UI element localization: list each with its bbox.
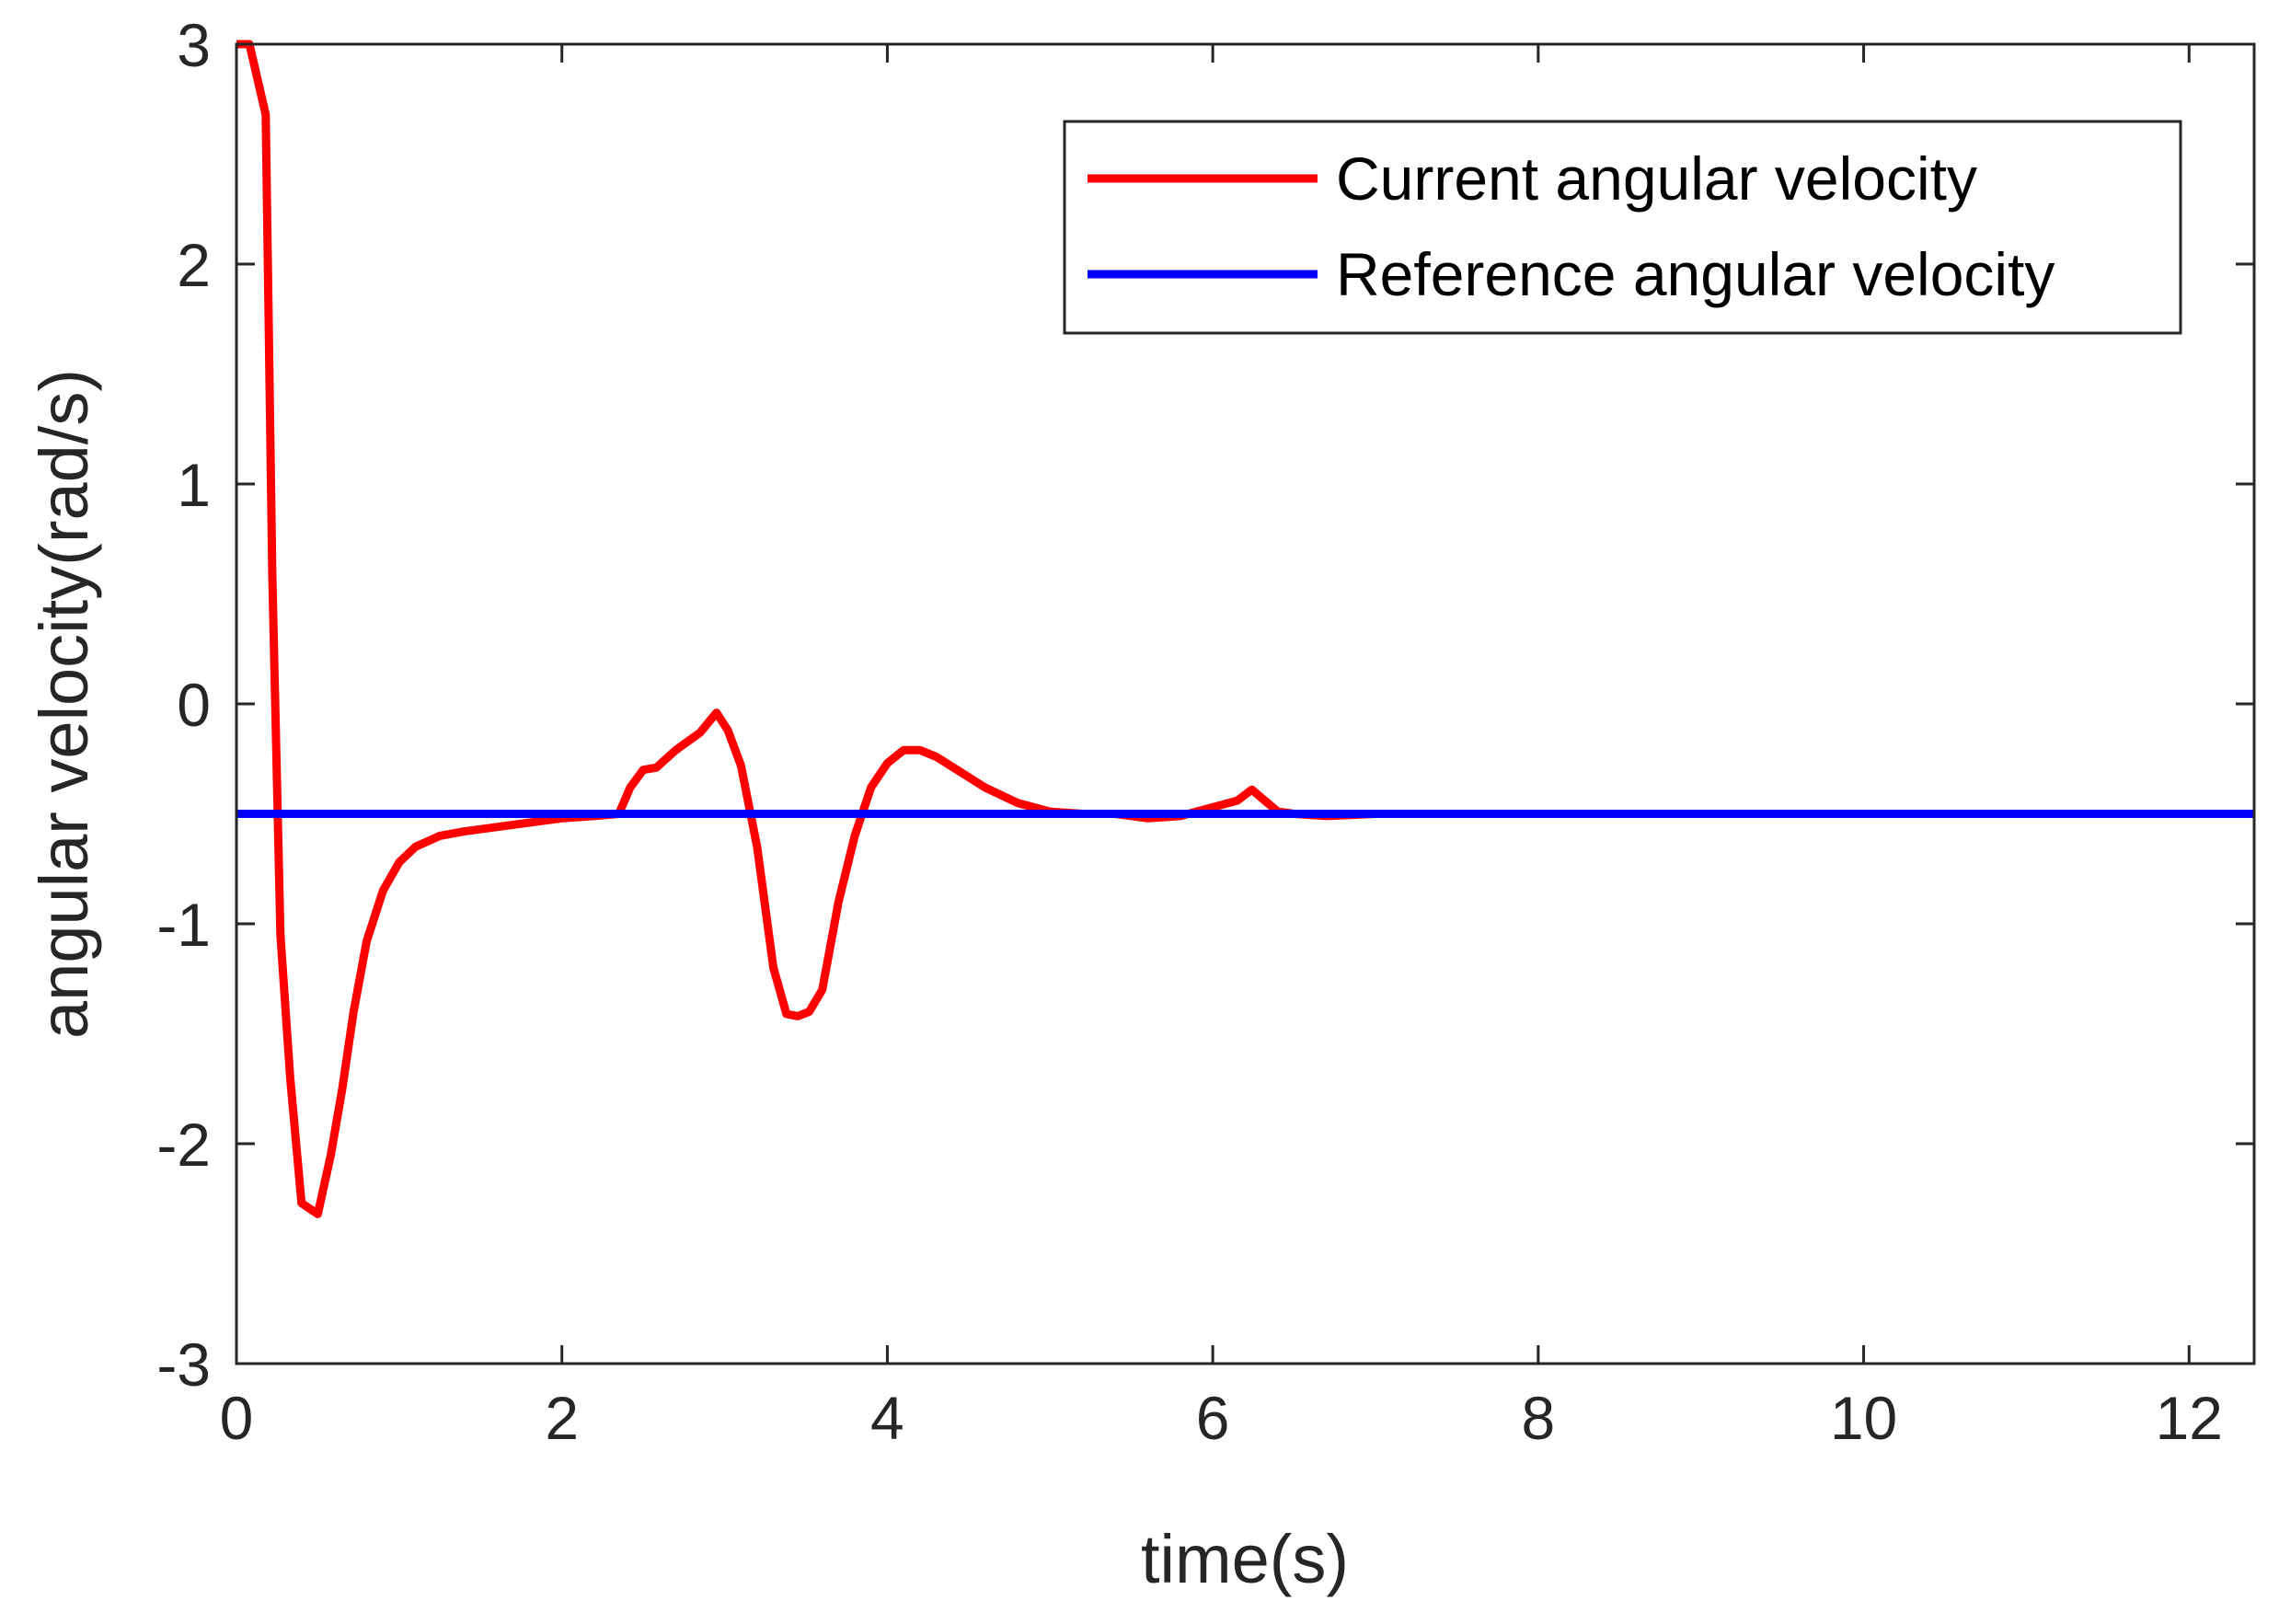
x-tick-label: 6 [1196,1384,1230,1452]
series-layer [236,40,2254,1218]
legend-box [1063,120,2182,335]
y-tick-label: 3 [177,11,211,79]
x-tick-label: 10 [1830,1384,1897,1452]
y-tick-label: -2 [156,1111,211,1179]
y-tick-label: -1 [156,891,211,959]
x-tick-label: 12 [2156,1384,2223,1452]
y-tick-label: 0 [177,671,211,739]
x-axis-title: time(s) [1141,1521,1349,1597]
legend-label-reference: Reference angular velocity [1336,240,2055,308]
y-tick-label: 1 [177,451,211,519]
y-tick-label: 2 [177,231,211,299]
x-tick-label: 0 [220,1384,254,1452]
x-tick-label: 4 [870,1384,904,1452]
x-tick-label: 2 [545,1384,579,1452]
x-tick-label: 8 [1521,1384,1555,1452]
y-tick-label: -3 [156,1330,211,1399]
legend-label-current: Current angular velocity [1336,144,1977,213]
y-axis-title: angular velocity(rad/s) [26,369,102,1039]
axis-ticks [235,42,2254,1365]
legend: Current angular velocity Reference angul… [1063,120,2182,335]
